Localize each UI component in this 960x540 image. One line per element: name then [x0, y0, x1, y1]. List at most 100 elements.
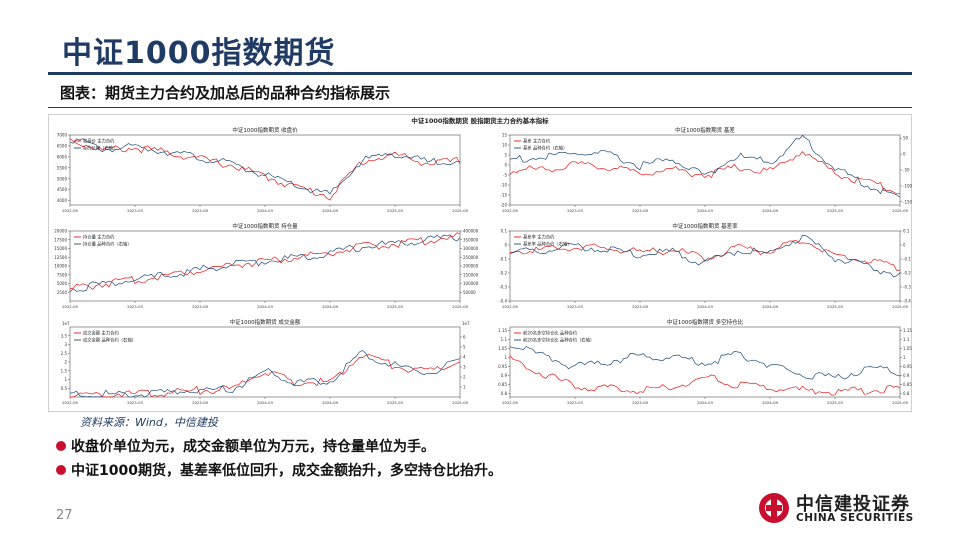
x-tick-label: 2024-03 — [697, 304, 713, 309]
y-tick-label: 0.9 — [501, 373, 508, 378]
x-tick-label: 2024-03 — [257, 304, 273, 309]
legend-label: 成交金额 主力合约 — [83, 330, 119, 337]
x-tick-label: 2025-09 — [892, 208, 908, 213]
y-tick-label: 15000 — [54, 246, 67, 251]
y-tick-label: 0.8 — [501, 391, 508, 396]
y2-tick-label: 1 — [463, 385, 466, 390]
chart-panel-2: 中证1000指数期货 基差-20-15-10-5051015-150-100-5… — [500, 126, 912, 213]
figure-title: 中证1000指数期货 股指期货主力合约基本指标 — [411, 116, 549, 125]
y2-tick-label: 0.95 — [903, 364, 912, 369]
x-tick-label: 2024-09 — [762, 208, 778, 213]
chart-panel-5: 中证1000指数期货 成交金额 0.5 1 1.5 2 2.5 3 3.5 1e7 1 2 3 4 5 6 1… — [61, 318, 470, 405]
y-tick-label: 1.15 — [498, 328, 507, 333]
y2-tick-label: -0.3 — [903, 285, 911, 290]
x-tick-label: 2023-09 — [632, 400, 648, 405]
x-tick-label: 2025-09 — [892, 400, 908, 405]
y2-tick-label: 100000 — [463, 281, 479, 286]
y2-tick-label: 0 — [903, 152, 906, 157]
caption-divider — [48, 107, 912, 108]
citic-logo-icon — [759, 493, 789, 523]
x-tick-label: 2025-03 — [387, 400, 403, 405]
x-tick-label: 2024-03 — [257, 400, 273, 405]
y-tick-label: -20 — [500, 203, 507, 208]
y2-tick-label: -50 — [903, 168, 910, 173]
y2-tick-label: 250000 — [463, 255, 479, 260]
series-line-2 — [509, 346, 901, 380]
y-tick-label: 20000 — [54, 229, 67, 234]
y2-unit-label: 1e7 — [462, 321, 470, 326]
y-tick-label: 0 — [504, 243, 507, 248]
bullet-dot-icon — [56, 465, 66, 475]
legend-label: 成交金额 品种合约（右轴） — [83, 337, 136, 344]
y-tick-label: 4000 — [57, 198, 68, 203]
y2-tick-label: 350000 — [463, 237, 479, 242]
legend-label: 收盘价 主力合约 — [83, 138, 114, 145]
panel-title: 中证1000指数期货 基差 — [675, 126, 735, 134]
chart-panel-4: 中证1000指数期货 基差率 -0.4 -0.3 -0.2 -0.1 0 0.1 -0.4 -0… — [499, 222, 911, 309]
y-tick-label: 4500 — [57, 187, 68, 192]
x-tick-label: 2022-09 — [502, 304, 518, 309]
y2-tick-label: 1.15 — [903, 328, 912, 333]
series-line-1 — [69, 354, 461, 398]
y2-tick-label: -100 — [903, 183, 912, 188]
x-tick-label: 2025-09 — [452, 208, 468, 213]
x-tick-label: 2022-09 — [62, 304, 78, 309]
x-tick-label: 2023-09 — [192, 208, 208, 213]
legend-label: 基差 主力合约 — [523, 138, 550, 145]
series-line-1 — [69, 232, 461, 290]
x-tick-label: 2023-03 — [567, 304, 583, 309]
legend-label: 基差 品种合约（右轴） — [523, 145, 567, 152]
y2-tick-label: 4 — [463, 355, 466, 360]
page-number: 27 — [56, 508, 73, 523]
y2-tick-label: 5 — [463, 345, 466, 350]
series-line-2 — [69, 138, 461, 195]
y-tick-label: 3 — [64, 342, 67, 347]
y-tick-label: 1 — [504, 355, 507, 360]
legend-label: 前20名多空持仓比 品种合约 — [523, 330, 577, 337]
y2-tick-label: 1.1 — [903, 337, 910, 342]
series-line-1 — [69, 138, 461, 201]
x-tick-label: 2024-09 — [322, 304, 338, 309]
x-tick-label: 2025-09 — [452, 400, 468, 405]
y-tick-label: 7000 — [57, 133, 68, 138]
series-line-2 — [69, 234, 461, 293]
y-tick-label: 5 — [504, 153, 507, 158]
y2-tick-label: 0.1 — [903, 229, 910, 234]
legend-label: 持仓量 品种合约（右轴） — [83, 241, 132, 248]
x-tick-label: 2025-03 — [387, 208, 403, 213]
x-tick-label: 2023-09 — [192, 400, 208, 405]
x-tick-label: 2025-03 — [827, 304, 843, 309]
series-line-2 — [509, 235, 901, 278]
y-tick-label: 0.1 — [501, 229, 508, 234]
y2-tick-label: 300000 — [463, 246, 479, 251]
y2-tick-label: 6 — [463, 335, 466, 340]
series-line-1 — [509, 355, 901, 396]
bullet-1-text: 收盘价单位为元，成交金额单位为万元，持仓量单位为手。 — [71, 439, 435, 455]
y2-tick-label: 50000 — [463, 290, 476, 295]
x-tick-label: 2023-09 — [632, 208, 648, 213]
x-tick-label: 2025-03 — [827, 400, 843, 405]
legend-label: 前20名多空持仓比 品种合约（右轴） — [523, 337, 594, 344]
y-tick-label: -15 — [500, 193, 507, 198]
bullet-dot-icon — [56, 441, 66, 451]
x-tick-label: 2023-03 — [127, 208, 143, 213]
x-tick-label: 2023-03 — [127, 400, 143, 405]
y-tick-label: 15 — [502, 133, 508, 138]
x-tick-label: 2023-03 — [567, 400, 583, 405]
series-line-2 — [509, 134, 901, 198]
x-tick-label: 2023-09 — [632, 304, 648, 309]
y-tick-label: 3.5 — [61, 333, 68, 338]
y-tick-label: 2 — [64, 360, 67, 365]
y2-tick-label: 0.8 — [903, 391, 910, 396]
y2-tick-label: 150000 — [463, 272, 479, 277]
source-note: 资料来源：Wind，中信建投 — [80, 416, 218, 429]
y2-tick-label: 0 — [903, 243, 906, 248]
legend-label: 持仓量 主力合约 — [83, 234, 114, 241]
x-tick-label: 2024-03 — [257, 208, 273, 213]
title-divider — [48, 72, 912, 75]
y-tick-label: 0.95 — [498, 364, 507, 369]
logo-cn-text: 中信建投证券 — [796, 494, 910, 515]
y-tick-label: 1 — [64, 377, 67, 382]
x-tick-label: 2024-09 — [322, 400, 338, 405]
x-tick-label: 2022-09 — [502, 208, 518, 213]
